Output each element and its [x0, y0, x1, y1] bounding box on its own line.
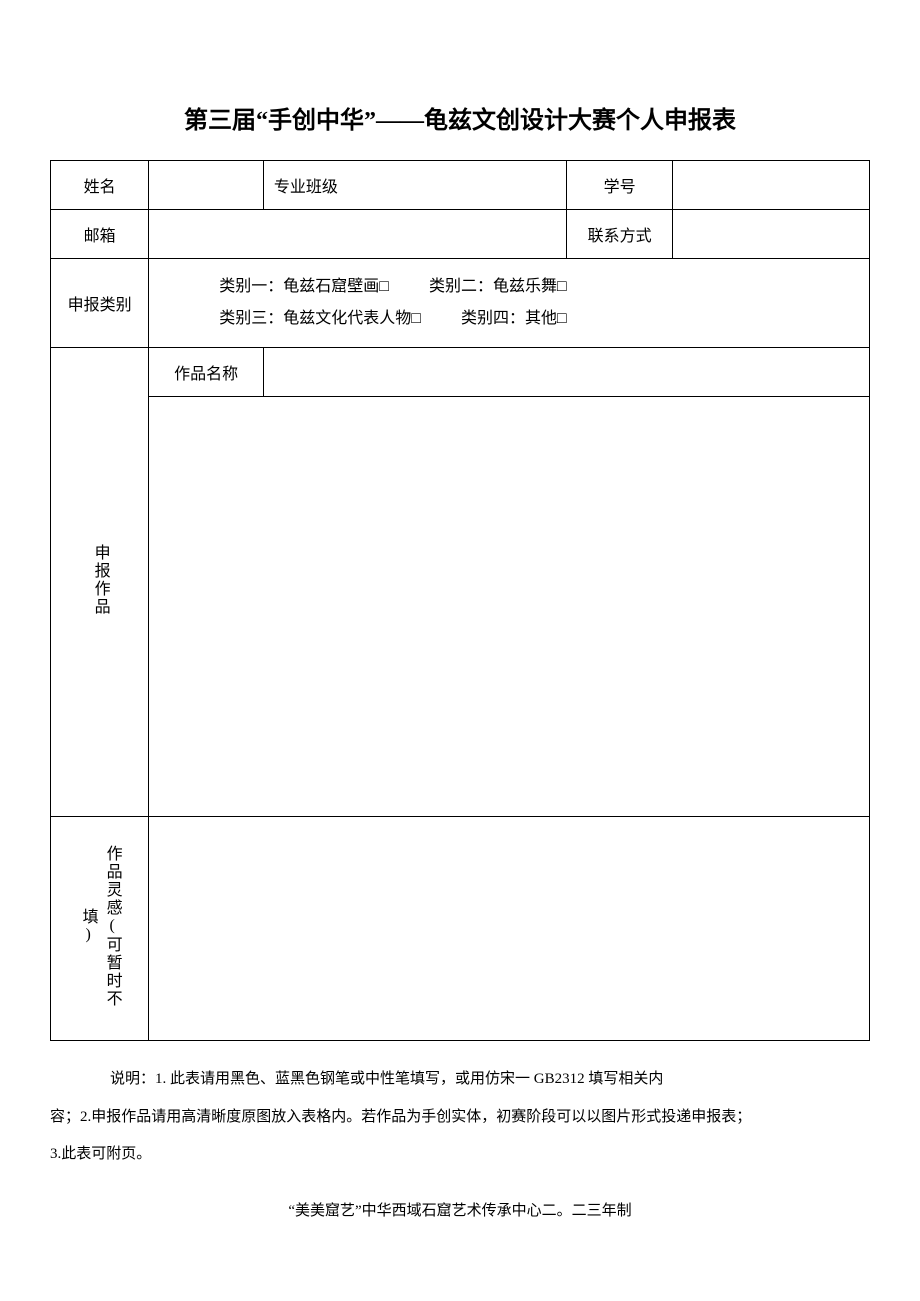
- table-row: 姓名 专业班级 学号: [51, 161, 870, 210]
- table-row: 申报作品 作品名称: [51, 348, 870, 397]
- category-label: 申报类别: [51, 259, 149, 348]
- table-row: 邮箱 联系方式: [51, 210, 870, 259]
- note-line-2: 容；2.申报作品请用高清晰度原图放入表格内。若作品为手创实体，初赛阶段可以以图片…: [50, 1099, 850, 1137]
- form-title: 第三届“手创中华”——龟兹文创设计大赛个人申报表: [50, 100, 870, 135]
- inspiration-label: 作品灵感(可暂时不填): [51, 817, 149, 1041]
- note-line-3: 3.此表可附页。: [50, 1136, 850, 1174]
- category-option-4[interactable]: 类别四：其他□: [461, 303, 567, 335]
- contact-input[interactable]: [673, 210, 870, 259]
- work-name-input[interactable]: [263, 348, 869, 397]
- work-section-label: 申报作品: [51, 348, 149, 817]
- work-name-label: 作品名称: [149, 348, 264, 397]
- table-row: [51, 397, 870, 817]
- category-option-1[interactable]: 类别一：龟兹石窟壁画□: [219, 271, 389, 303]
- category-option-3[interactable]: 类别三：龟兹文化代表人物□: [219, 303, 421, 335]
- email-label: 邮箱: [51, 210, 149, 259]
- table-row: 申报类别 类别一：龟兹石窟壁画□ 类别二：龟兹乐舞□ 类别三：龟兹文化代表人物□…: [51, 259, 870, 348]
- category-option-2[interactable]: 类别二：龟兹乐舞□: [429, 271, 567, 303]
- id-label: 学号: [566, 161, 672, 210]
- note-line-1: 说明：1. 此表请用黑色、蓝黑色钢笔或中性笔填写，或用仿宋一 GB2312 填写…: [110, 1061, 850, 1099]
- form-footer: “美美窟艺”中华西域石窟艺术传承中心二。二三年制: [50, 1199, 870, 1220]
- name-input[interactable]: [149, 161, 264, 210]
- name-label: 姓名: [51, 161, 149, 210]
- id-input[interactable]: [673, 161, 870, 210]
- table-row: 作品灵感(可暂时不填): [51, 817, 870, 1041]
- contact-label: 联系方式: [566, 210, 672, 259]
- category-options: 类别一：龟兹石窟壁画□ 类别二：龟兹乐舞□ 类别三：龟兹文化代表人物□ 类别四：…: [149, 259, 870, 348]
- work-content-area[interactable]: [149, 397, 870, 817]
- class-label: 专业班级: [274, 179, 338, 196]
- application-form-table: 姓名 专业班级 学号 邮箱 联系方式 申报类别 类别一：龟兹石窟壁画□ 类别二：…: [50, 160, 870, 1041]
- form-notes: 说明：1. 此表请用黑色、蓝黑色钢笔或中性笔填写，或用仿宋一 GB2312 填写…: [50, 1061, 870, 1174]
- inspiration-input[interactable]: [149, 817, 870, 1041]
- email-input[interactable]: [149, 210, 567, 259]
